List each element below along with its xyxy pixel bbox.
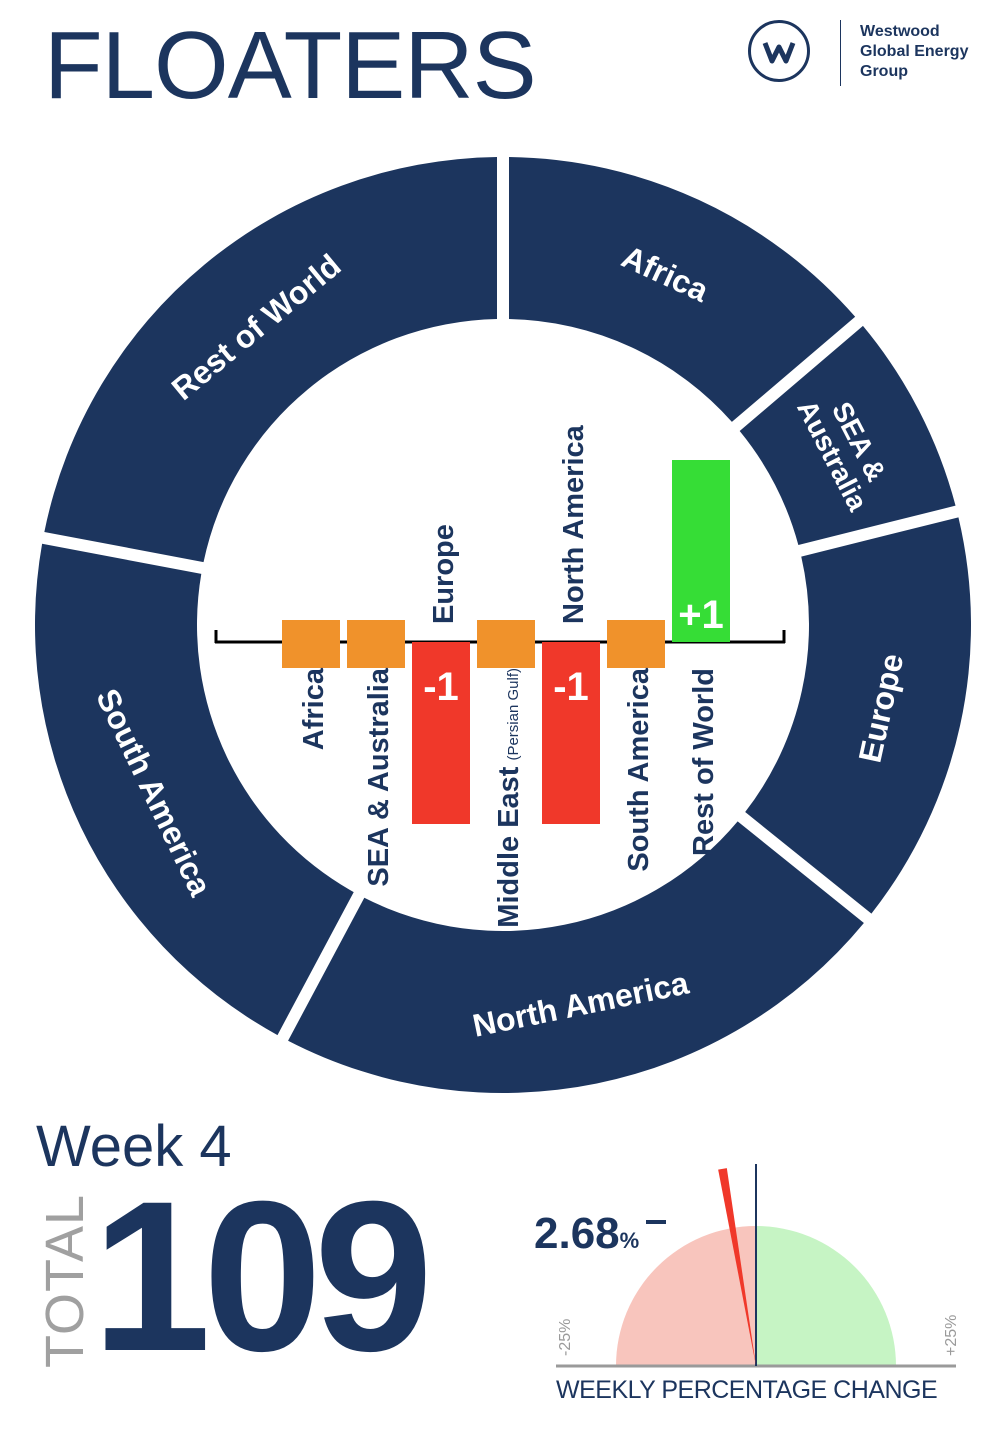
donut-slice-sea-and-australia	[739, 325, 956, 545]
category-label-middle-east: Middle East(Persian Gulf)	[493, 668, 525, 928]
gauge-max-label: +25%	[943, 1315, 960, 1356]
bar-africa	[282, 620, 340, 668]
page-title: FLOATERS	[44, 12, 537, 119]
gauge-min-label: -25%	[557, 1319, 574, 1356]
logo-divider	[840, 20, 841, 86]
category-label-sea-and-australia: SEA & Australia	[363, 667, 395, 887]
category-label-north-america: North America	[558, 424, 590, 624]
bar-middle-east	[477, 620, 535, 668]
gauge-positive-half	[756, 1226, 896, 1366]
brand-line-3: Group	[860, 63, 908, 80]
bar-south-america	[607, 620, 665, 668]
minus-sign-icon	[646, 1220, 666, 1224]
data-label-rest-of-world: +1	[678, 593, 724, 637]
bar-sea-and-australia	[347, 620, 405, 668]
data-label-north-america: -1	[553, 665, 589, 709]
bar-north-america	[542, 642, 600, 824]
weekly-change-bar-chart: Africa SEA & Australia -1 Europe Middle East…	[214, 424, 786, 928]
donut-slice-north-america	[288, 821, 864, 1093]
weekly-change-gauge: -25% +25%	[556, 1164, 960, 1368]
category-label-rest-of-world: Rest of World	[688, 668, 720, 856]
donut-slice-south-america	[34, 543, 354, 1036]
logo-circle	[748, 20, 810, 82]
donut-slice-rest-of-world	[44, 157, 498, 563]
week-label: Week 4	[36, 1114, 232, 1179]
donut-slice-africa	[508, 157, 856, 422]
brand-logo: Westwood Global Energy Group	[748, 18, 988, 90]
weekly-change-value: 2.68%	[534, 1212, 639, 1256]
category-label-europe: Europe	[428, 524, 460, 624]
bar-rest-of-world	[672, 460, 730, 642]
brand-line-2: Global Energy	[860, 43, 969, 60]
brand-line-1: Westwood	[860, 23, 940, 40]
w-logo-icon	[762, 42, 796, 64]
category-note-middle-east: (Persian Gulf)	[505, 668, 522, 761]
total-label: TOTAL	[35, 1193, 95, 1368]
gauge-caption: WEEKLY PERCENTAGE CHANGE	[556, 1376, 938, 1404]
weekly-change-unit: %	[619, 1228, 640, 1253]
donut-slice-europe	[745, 517, 971, 914]
data-label-europe: -1	[423, 665, 459, 709]
category-label-africa: Africa	[298, 667, 330, 750]
category-label-south-america: South America	[623, 667, 655, 871]
total-value: 109	[92, 1157, 433, 1396]
brand-name: Westwood Global Energy Group	[860, 22, 968, 82]
gauge-needle	[718, 1168, 756, 1366]
weekly-change-number: 2.68	[534, 1209, 620, 1258]
gauge-negative-half	[616, 1226, 756, 1366]
bar-europe	[412, 642, 470, 824]
